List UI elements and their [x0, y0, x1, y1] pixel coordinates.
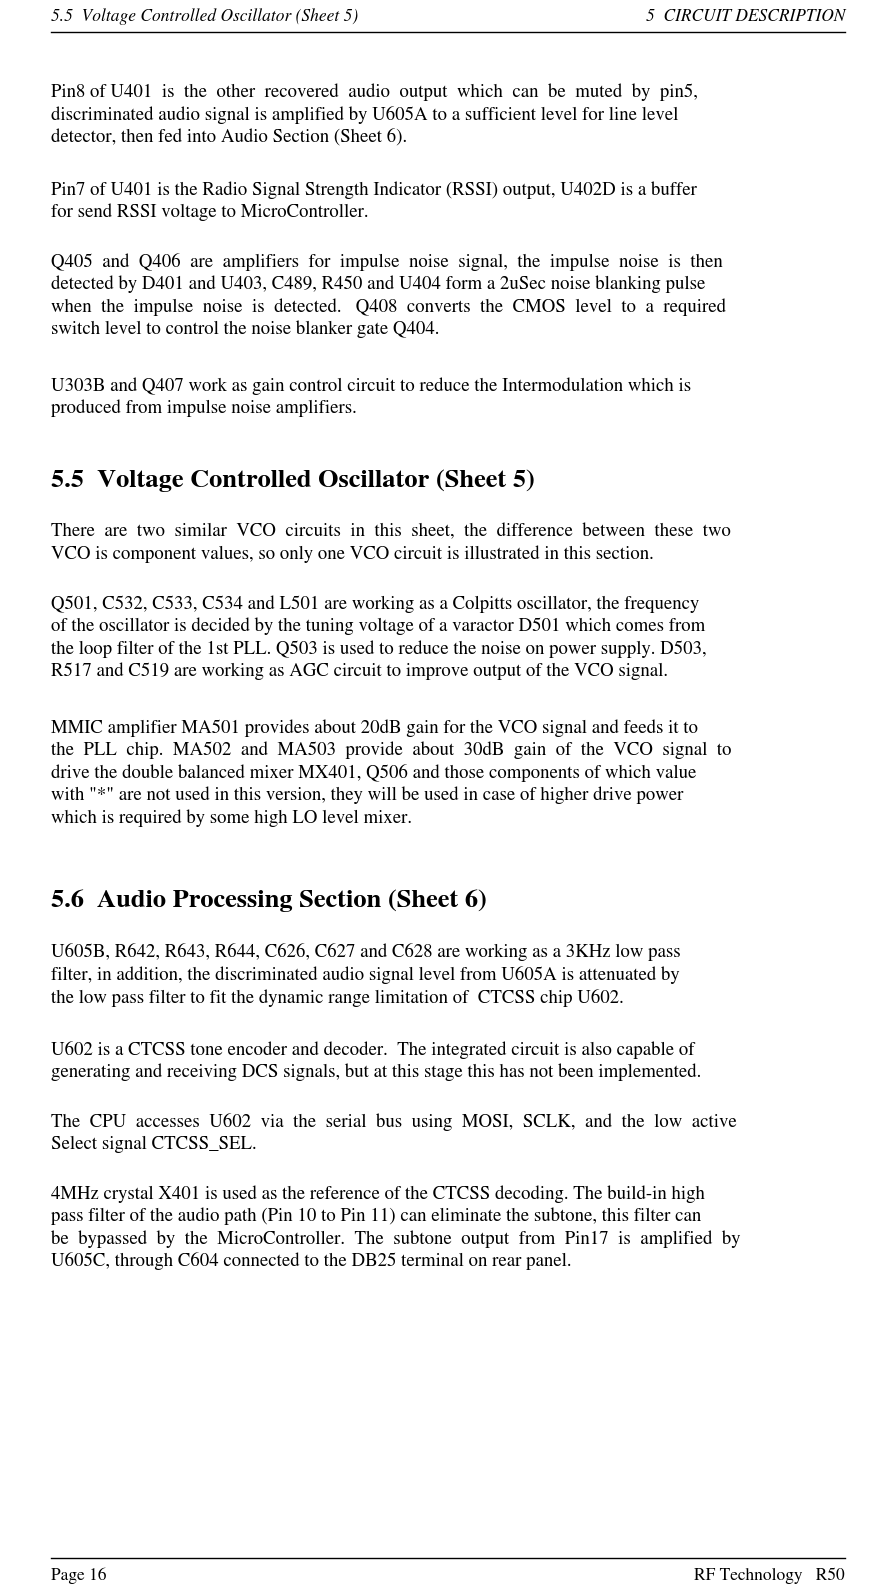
Text: U605B, R642, R643, R644, C626, C627 and C628 are working as a 3KHz low pass
filt: U605B, R642, R643, R644, C626, C627 and …	[51, 943, 681, 1006]
Text: Q405  and  Q406  are  amplifiers  for  impulse  noise  signal,  the  impulse  no: Q405 and Q406 are amplifiers for impulse…	[51, 254, 726, 338]
Text: The  CPU  accesses  U602  via  the  serial  bus  using  MOSI,  SCLK,  and  the  : The CPU accesses U602 via the serial bus…	[51, 1113, 737, 1153]
Text: There  are  two  similar  VCO  circuits  in  this  sheet,  the  difference  betw: There are two similar VCO circuits in th…	[51, 523, 731, 563]
Text: Page 16: Page 16	[51, 1568, 106, 1584]
Text: Q501, C532, C533, C534 and L501 are working as a Colpitts oscillator, the freque: Q501, C532, C533, C534 and L501 are work…	[51, 595, 707, 679]
Text: 5.5  Voltage Controlled Oscillator (Sheet 5): 5.5 Voltage Controlled Oscillator (Sheet…	[51, 8, 358, 26]
Text: 5  CIRCUIT DESCRIPTION: 5 CIRCUIT DESCRIPTION	[645, 8, 845, 26]
Text: U602 is a CTCSS tone encoder and decoder.  The integrated circuit is also capabl: U602 is a CTCSS tone encoder and decoder…	[51, 1042, 702, 1081]
Text: 4MHz crystal X401 is used as the reference of the CTCSS decoding. The build-in h: 4MHz crystal X401 is used as the referen…	[51, 1185, 740, 1271]
Text: U303B and Q407 work as gain control circuit to reduce the Intermodulation which : U303B and Q407 work as gain control circ…	[51, 376, 691, 416]
Text: RF Technology   R50: RF Technology R50	[695, 1568, 845, 1584]
Text: Pin8 of U401  is  the  other  recovered  audio  output  which  can  be  muted  b: Pin8 of U401 is the other recovered audi…	[51, 83, 698, 145]
Text: Pin7 of U401 is the Radio Signal Strength Indicator (RSSI) output, U402D is a bu: Pin7 of U401 is the Radio Signal Strengt…	[51, 180, 697, 222]
Text: 5.6  Audio Processing Section (Sheet 6): 5.6 Audio Processing Section (Sheet 6)	[51, 888, 487, 912]
Text: 5.5  Voltage Controlled Oscillator (Sheet 5): 5.5 Voltage Controlled Oscillator (Sheet…	[51, 469, 535, 491]
Text: MMIC amplifier MA501 provides about 20dB gain for the VCO signal and feeds it to: MMIC amplifier MA501 provides about 20dB…	[51, 719, 731, 826]
